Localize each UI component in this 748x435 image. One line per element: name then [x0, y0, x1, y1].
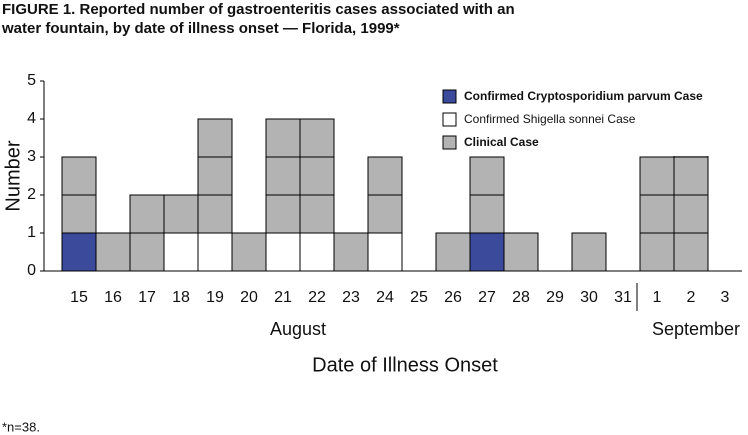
y-tick-label: 3: [27, 148, 36, 165]
x-tick-label: 3: [721, 289, 730, 306]
y-tick-label: 5: [27, 72, 36, 89]
legend-swatch: [442, 89, 457, 104]
case-bar: [469, 232, 505, 272]
case-bar: [503, 232, 539, 272]
case-bar: [367, 232, 403, 272]
case-bar: [95, 232, 131, 272]
x-tick-label: 30: [580, 289, 598, 306]
case-bar: [435, 232, 471, 272]
case-bar: [299, 232, 335, 272]
legend-label: Confirmed Shigella sonnei Case: [464, 112, 636, 126]
case-bar: [265, 232, 301, 272]
x-tick-label: 15: [70, 289, 88, 306]
y-tick-label: 0: [27, 262, 36, 279]
case-bar: [163, 194, 199, 234]
y-axis-label: Number: [2, 140, 24, 211]
case-bar: [231, 232, 267, 272]
case-bar: [571, 232, 607, 272]
x-tick-label: 23: [342, 289, 360, 306]
month-label: August: [270, 319, 326, 339]
x-tick-label: 17: [138, 289, 156, 306]
case-bar: [197, 118, 233, 234]
x-tick-label: 2: [687, 289, 696, 306]
x-tick-label: 31: [614, 289, 632, 306]
y-tick-label: 2: [27, 186, 36, 203]
x-tick-label: 19: [206, 289, 224, 306]
y-tick-label: 1: [27, 224, 36, 241]
case-bar: [299, 118, 335, 234]
legend-label: Clinical Case: [464, 135, 539, 149]
case-bar: [333, 232, 369, 272]
x-tick-label: 18: [172, 289, 190, 306]
x-tick-label: 16: [104, 289, 122, 306]
legend-label: Confirmed Cryptosporidium parvum Case: [464, 89, 703, 103]
case-bar: [163, 232, 199, 272]
x-tick-label: 25: [410, 289, 428, 306]
x-tick-label: 26: [444, 289, 462, 306]
x-tick-label: 24: [376, 289, 394, 306]
x-tick-label: 1: [653, 289, 662, 306]
legend-swatch: [442, 135, 457, 150]
footnote: *n=38.: [2, 419, 40, 434]
x-tick-label: 22: [308, 289, 326, 306]
chart-title: FIGURE 1. Reported number of gastroenter…: [2, 1, 515, 18]
case-bar: [639, 156, 675, 272]
legend-box: [432, 84, 744, 156]
legend-swatch: [442, 112, 457, 127]
month-label: September: [652, 319, 740, 339]
x-tick-label: 21: [274, 289, 292, 306]
x-tick-label: 28: [512, 289, 530, 306]
chart-title: water fountain, by date of illness onset…: [1, 20, 400, 37]
x-tick-label: 29: [546, 289, 564, 306]
x-tick-label: 27: [478, 289, 496, 306]
y-tick-label: 4: [27, 110, 36, 127]
case-bar: [265, 118, 301, 234]
case-bar: [61, 232, 97, 272]
case-bar: [197, 232, 233, 272]
x-tick-label: 20: [240, 289, 258, 306]
x-axis-label: Date of Illness Onset: [312, 354, 498, 376]
